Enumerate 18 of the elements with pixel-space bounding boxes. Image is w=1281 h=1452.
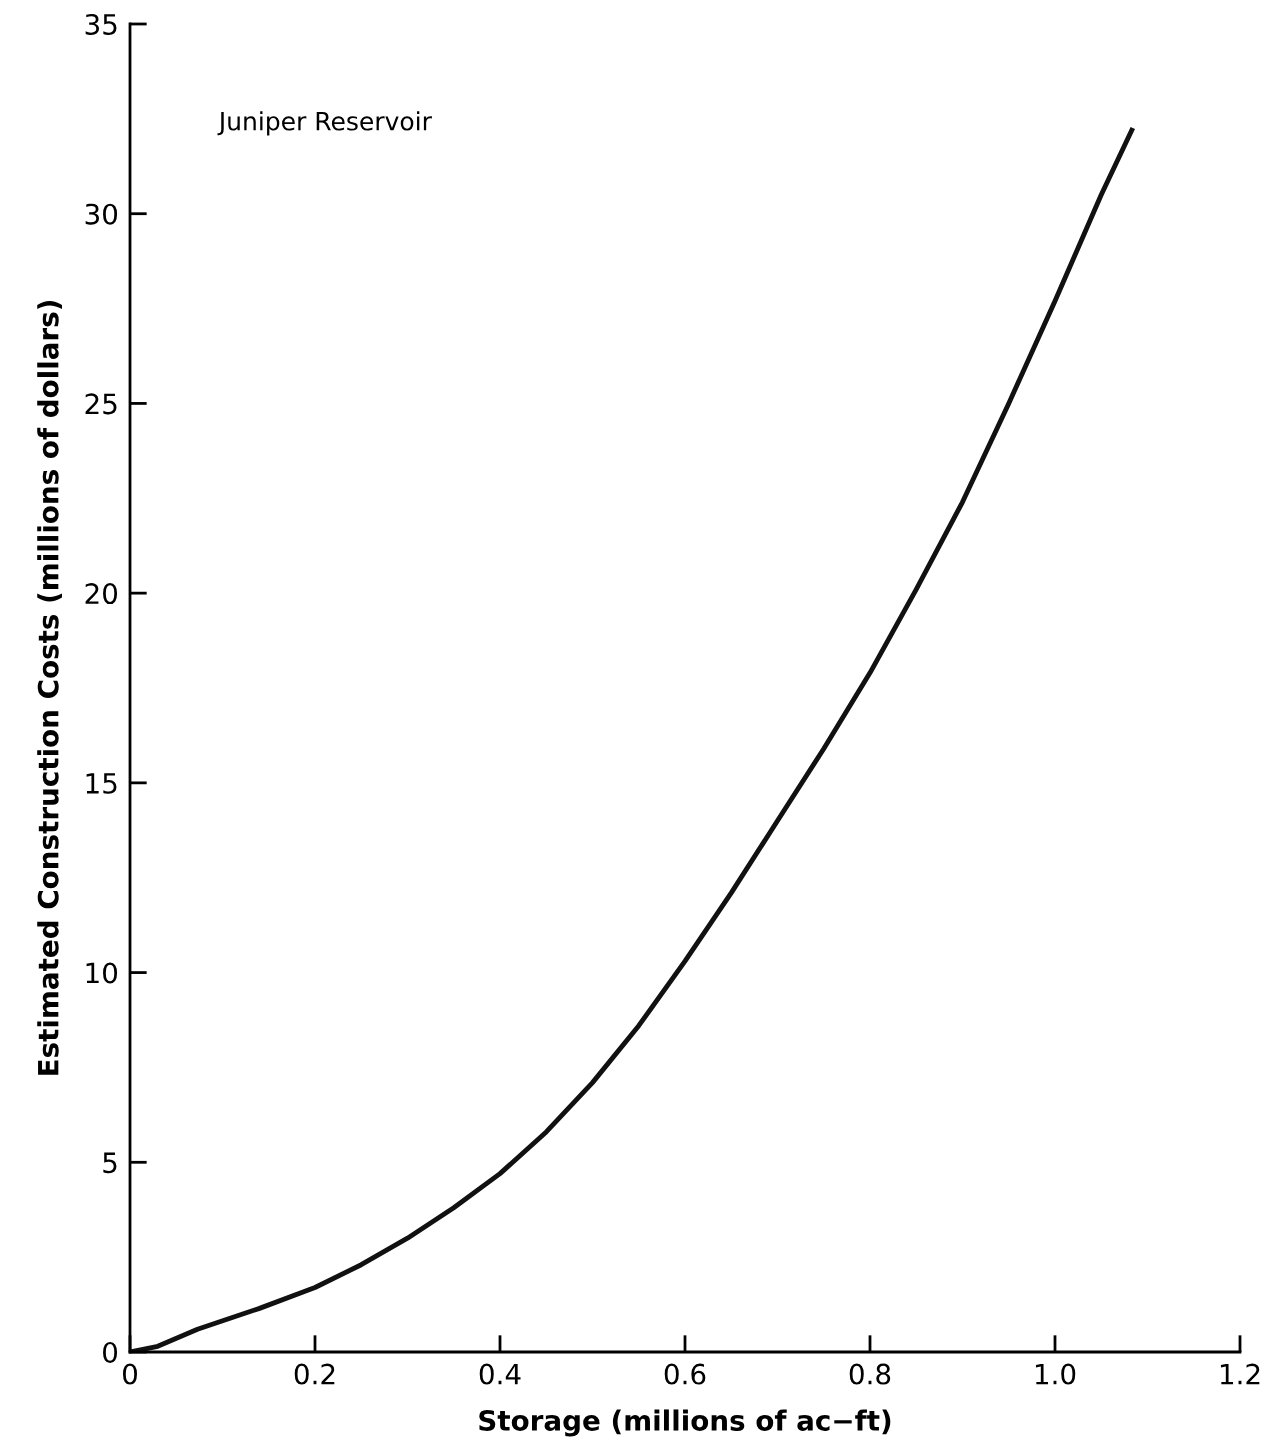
x-tick-label: 1.0	[1035, 1363, 1076, 1385]
x-tick-label: 0.2	[294, 1363, 335, 1385]
y-tick-label: 5	[103, 1152, 117, 1174]
y-tick-label: 10	[86, 962, 118, 984]
annotation: Juniper Reservoir	[217, 111, 432, 136]
y-tick-label: 25	[85, 393, 117, 415]
x-axis-title: Storage (millions of ac−ft)	[479, 1409, 891, 1437]
y-tick-label: 35	[85, 13, 117, 35]
y-tick-label: 30	[85, 203, 118, 225]
x-tick-label: 0	[122, 1363, 137, 1385]
x-tick-label: 1.2	[1220, 1363, 1260, 1385]
x-tick-label: 0.6	[664, 1363, 706, 1385]
y-tick-label: 0	[103, 1341, 118, 1363]
x-tick-label: 0.4	[479, 1363, 521, 1385]
y-tick-label: 20	[85, 583, 118, 605]
x-tick-label: 0.8	[849, 1363, 891, 1385]
y-axis-title: Estimated Construction Costs (millions of dollars)	[37, 300, 62, 1075]
y-tick-label: 15	[86, 773, 117, 794]
